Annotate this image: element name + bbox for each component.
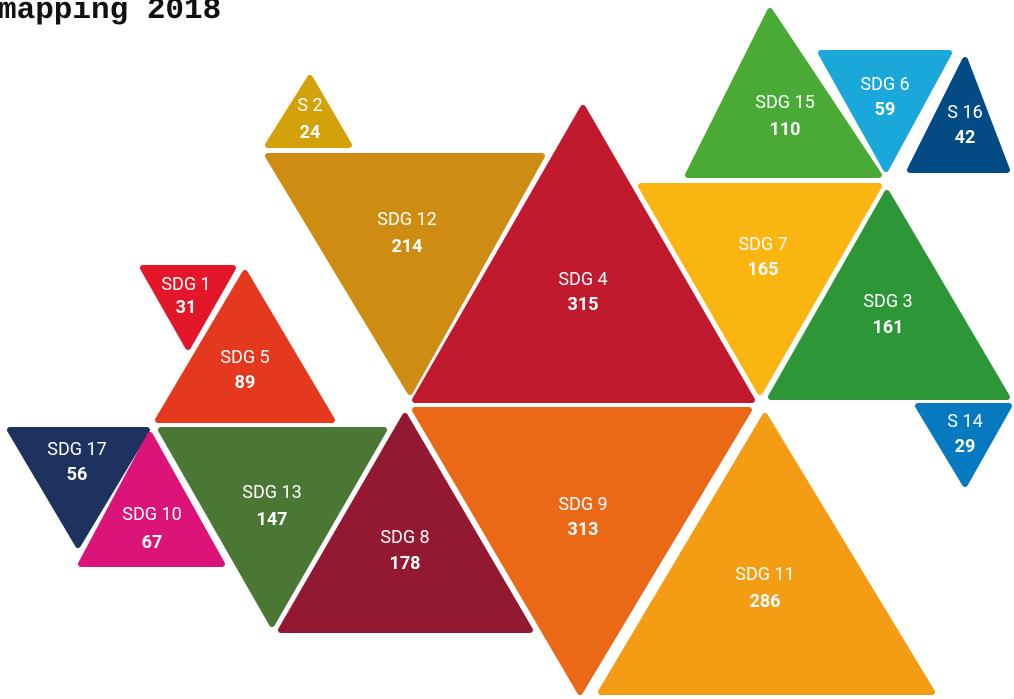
tile-value: 286 (750, 591, 781, 612)
tile-value: 24 (300, 122, 321, 143)
tile-value: 42 (955, 127, 976, 148)
triangle-tile (412, 407, 752, 695)
tile-value: 214 (392, 236, 423, 257)
tile-label: SDG 1 (161, 274, 210, 295)
tile-value: 31 (176, 297, 197, 318)
tile-label: SDG 4 (558, 269, 607, 290)
tile-label: SDG 10 (122, 504, 181, 525)
tile-label: SDG 15 (755, 92, 814, 113)
triangle-tile (140, 265, 236, 350)
triangle-tile (907, 57, 1010, 173)
tile-value: 315 (568, 294, 599, 315)
triangle-tile (685, 8, 882, 178)
tile-value: 147 (257, 509, 288, 530)
tile-value: 110 (770, 119, 801, 140)
triangle-tile (412, 105, 755, 403)
tile-label: SDG 13 (242, 482, 301, 503)
tile-value: 313 (568, 519, 599, 540)
tile-value: 56 (67, 464, 88, 485)
tile-label: S 14 (947, 411, 982, 432)
triangle-tile (155, 270, 335, 423)
triangle-tile (265, 75, 352, 148)
triangle-tile (818, 50, 952, 172)
triangle-tile (158, 427, 387, 627)
tile-label: SDG 6 (860, 74, 909, 95)
tile-label: SDG 7 (738, 234, 787, 255)
tile-label: SDG 9 (558, 494, 607, 515)
triangle-tile (265, 153, 545, 395)
tile-label: SDG 5 (220, 347, 269, 368)
tile-value: 89 (235, 372, 256, 393)
tile-label: SDG 12 (377, 209, 436, 230)
triangle-tile (768, 190, 1010, 400)
tile-label: S 2 (297, 95, 322, 116)
tile-value: 67 (142, 532, 163, 553)
tile-label: S 16 (947, 102, 982, 123)
tile-value: 165 (748, 259, 779, 280)
tile-label: SDG 3 (863, 291, 912, 312)
triangle-tile (598, 413, 935, 695)
tile-label: SDG 8 (380, 527, 429, 548)
triangle-tile (915, 403, 1012, 487)
tile-value: 29 (955, 436, 976, 457)
tile-value: 59 (875, 99, 896, 120)
tile-value: 178 (390, 553, 421, 574)
triangle-tile (78, 432, 225, 567)
tile-value: 161 (873, 317, 904, 338)
triangle-tile (7, 427, 150, 548)
tile-label: SDG 11 (735, 564, 794, 585)
triangle-tile (638, 183, 882, 395)
title: mapping 2018 (0, 0, 221, 28)
triangle-tile (278, 413, 533, 633)
tile-label: SDG 17 (47, 439, 106, 460)
